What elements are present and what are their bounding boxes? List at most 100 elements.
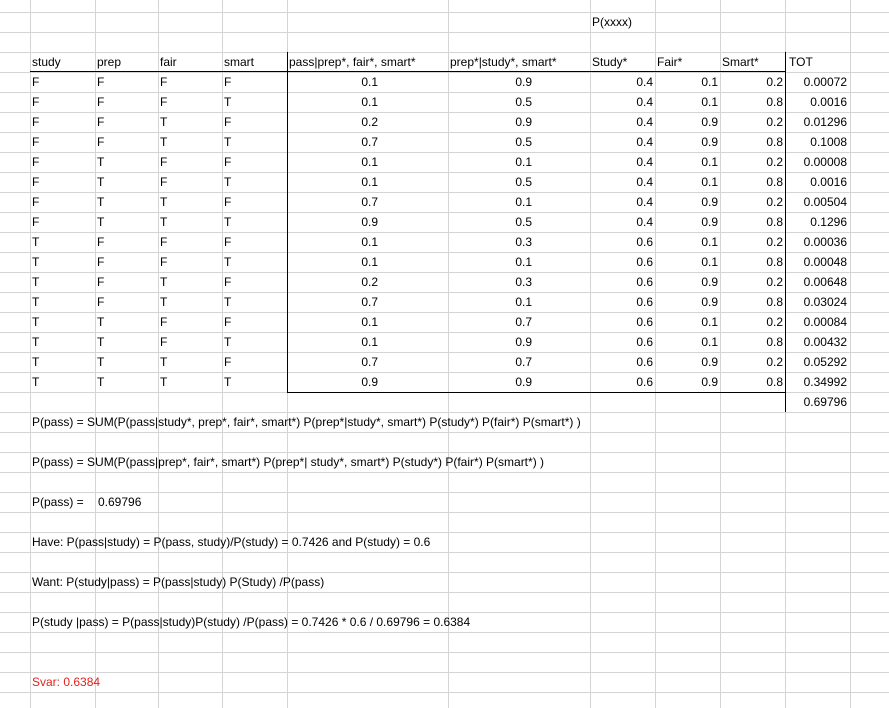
total-cell[interactable]: 0.69796 — [803, 395, 847, 409]
ppass-value[interactable]: 0.69796 — [98, 495, 142, 509]
table-cell[interactable]: 0.9 — [515, 335, 532, 349]
table-cell[interactable]: 0.1 — [361, 75, 378, 89]
table-cell[interactable]: 0.34992 — [803, 375, 847, 389]
table-cell[interactable]: F — [160, 175, 168, 189]
table-cell[interactable]: T — [97, 335, 105, 349]
table-cell[interactable]: F — [224, 315, 232, 329]
table-cell[interactable]: T — [160, 215, 168, 229]
table-cell[interactable]: 0.8 — [766, 215, 783, 229]
table-cell[interactable]: F — [97, 115, 105, 129]
header-prep[interactable]: prep — [97, 55, 122, 69]
table-cell[interactable]: F — [32, 175, 40, 189]
table-cell[interactable]: 0.6 — [636, 375, 653, 389]
table-cell[interactable]: T — [32, 295, 40, 309]
table-cell[interactable]: F — [32, 195, 40, 209]
table-cell[interactable]: 0.9 — [515, 75, 532, 89]
table-cell[interactable]: 0.9 — [361, 215, 378, 229]
table-cell[interactable]: 0.9 — [701, 295, 718, 309]
table-cell[interactable]: 0.03024 — [803, 295, 847, 309]
table-cell[interactable]: T — [97, 375, 105, 389]
table-cell[interactable]: 0.1 — [361, 235, 378, 249]
table-cell[interactable]: F — [32, 215, 40, 229]
table-cell[interactable]: 0.8 — [766, 175, 783, 189]
table-cell[interactable]: 0.6 — [636, 335, 653, 349]
header-pass-given[interactable]: pass|prep*, fair*, smart* — [289, 55, 416, 69]
table-cell[interactable]: 0.2 — [766, 275, 783, 289]
table-cell[interactable]: F — [32, 95, 40, 109]
table-cell[interactable]: T — [32, 255, 40, 269]
table-cell[interactable]: F — [97, 135, 105, 149]
table-cell[interactable]: 0.3 — [515, 235, 532, 249]
table-cell[interactable]: 0.1 — [701, 315, 718, 329]
table-cell[interactable]: 0.01296 — [803, 115, 847, 129]
table-cell[interactable]: F — [224, 195, 232, 209]
table-cell[interactable]: 0.8 — [766, 335, 783, 349]
table-cell[interactable]: F — [160, 315, 168, 329]
table-cell[interactable]: 0.7 — [515, 355, 532, 369]
header-tot[interactable]: TOT — [789, 55, 813, 69]
table-cell[interactable]: T — [97, 215, 105, 229]
table-cell[interactable]: 0.2 — [766, 75, 783, 89]
table-cell[interactable]: 0.5 — [515, 95, 532, 109]
table-cell[interactable]: F — [160, 155, 168, 169]
table-cell[interactable]: 0.6 — [636, 275, 653, 289]
table-cell[interactable]: 0.9 — [361, 375, 378, 389]
table-cell[interactable]: 0.2 — [766, 195, 783, 209]
table-cell[interactable]: 0.8 — [766, 295, 783, 309]
table-cell[interactable]: 0.1 — [361, 155, 378, 169]
table-cell[interactable]: T — [160, 115, 168, 129]
table-cell[interactable]: 0.2 — [766, 115, 783, 129]
table-cell[interactable]: 0.6 — [636, 295, 653, 309]
table-cell[interactable]: 0.9 — [701, 215, 718, 229]
table-cell[interactable]: 0.4 — [636, 155, 653, 169]
table-cell[interactable]: 0.6 — [636, 255, 653, 269]
table-cell[interactable]: T — [224, 175, 232, 189]
table-cell[interactable]: 0.00008 — [803, 155, 847, 169]
header-fair-star[interactable]: Fair* — [657, 55, 683, 69]
table-cell[interactable]: 0.4 — [636, 195, 653, 209]
header-smart-star[interactable]: Smart* — [722, 55, 759, 69]
table-cell[interactable]: T — [224, 295, 232, 309]
table-cell[interactable]: T — [224, 215, 232, 229]
table-cell[interactable]: 0.2 — [766, 355, 783, 369]
header-study-star[interactable]: Study* — [592, 55, 628, 69]
table-cell[interactable]: 0.9 — [701, 135, 718, 149]
answer-cell[interactable]: Svar: 0.6384 — [32, 675, 101, 689]
table-cell[interactable]: T — [160, 195, 168, 209]
table-cell[interactable]: 0.6 — [636, 355, 653, 369]
table-cell[interactable]: 0.1 — [361, 255, 378, 269]
table-cell[interactable]: 0.4 — [636, 115, 653, 129]
table-cell[interactable]: 0.05292 — [803, 355, 847, 369]
table-cell[interactable]: 0.2 — [766, 155, 783, 169]
table-cell[interactable]: 0.4 — [636, 95, 653, 109]
table-cell[interactable]: F — [224, 275, 232, 289]
table-cell[interactable]: 0.6 — [636, 235, 653, 249]
table-cell[interactable]: 0.1296 — [810, 215, 847, 229]
title-cell[interactable]: P(xxxx) — [592, 15, 632, 29]
table-cell[interactable]: 0.1 — [701, 175, 718, 189]
table-cell[interactable]: F — [224, 75, 232, 89]
table-cell[interactable]: T — [97, 175, 105, 189]
table-cell[interactable]: 0.1 — [515, 155, 532, 169]
table-cell[interactable]: F — [97, 255, 105, 269]
table-cell[interactable]: 0.1 — [361, 175, 378, 189]
table-cell[interactable]: 0.9 — [701, 355, 718, 369]
header-prep-given[interactable]: prep*|study*, smart* — [450, 55, 557, 69]
table-cell[interactable]: 0.7 — [515, 315, 532, 329]
table-cell[interactable]: F — [224, 155, 232, 169]
table-cell[interactable]: 0.9 — [515, 115, 532, 129]
table-cell[interactable]: 0.5 — [515, 135, 532, 149]
table-cell[interactable]: 0.9 — [515, 375, 532, 389]
table-cell[interactable]: T — [97, 355, 105, 369]
table-cell[interactable]: 0.4 — [636, 135, 653, 149]
table-cell[interactable]: 0.7 — [361, 135, 378, 149]
table-cell[interactable]: F — [97, 95, 105, 109]
table-cell[interactable]: 0.1 — [701, 235, 718, 249]
table-cell[interactable]: F — [97, 75, 105, 89]
table-cell[interactable]: 0.00036 — [803, 235, 847, 249]
table-cell[interactable]: 0.00072 — [803, 75, 847, 89]
table-cell[interactable]: 0.2 — [361, 275, 378, 289]
table-cell[interactable]: 0.1 — [701, 255, 718, 269]
table-cell[interactable]: F — [97, 235, 105, 249]
table-cell[interactable]: T — [32, 355, 40, 369]
